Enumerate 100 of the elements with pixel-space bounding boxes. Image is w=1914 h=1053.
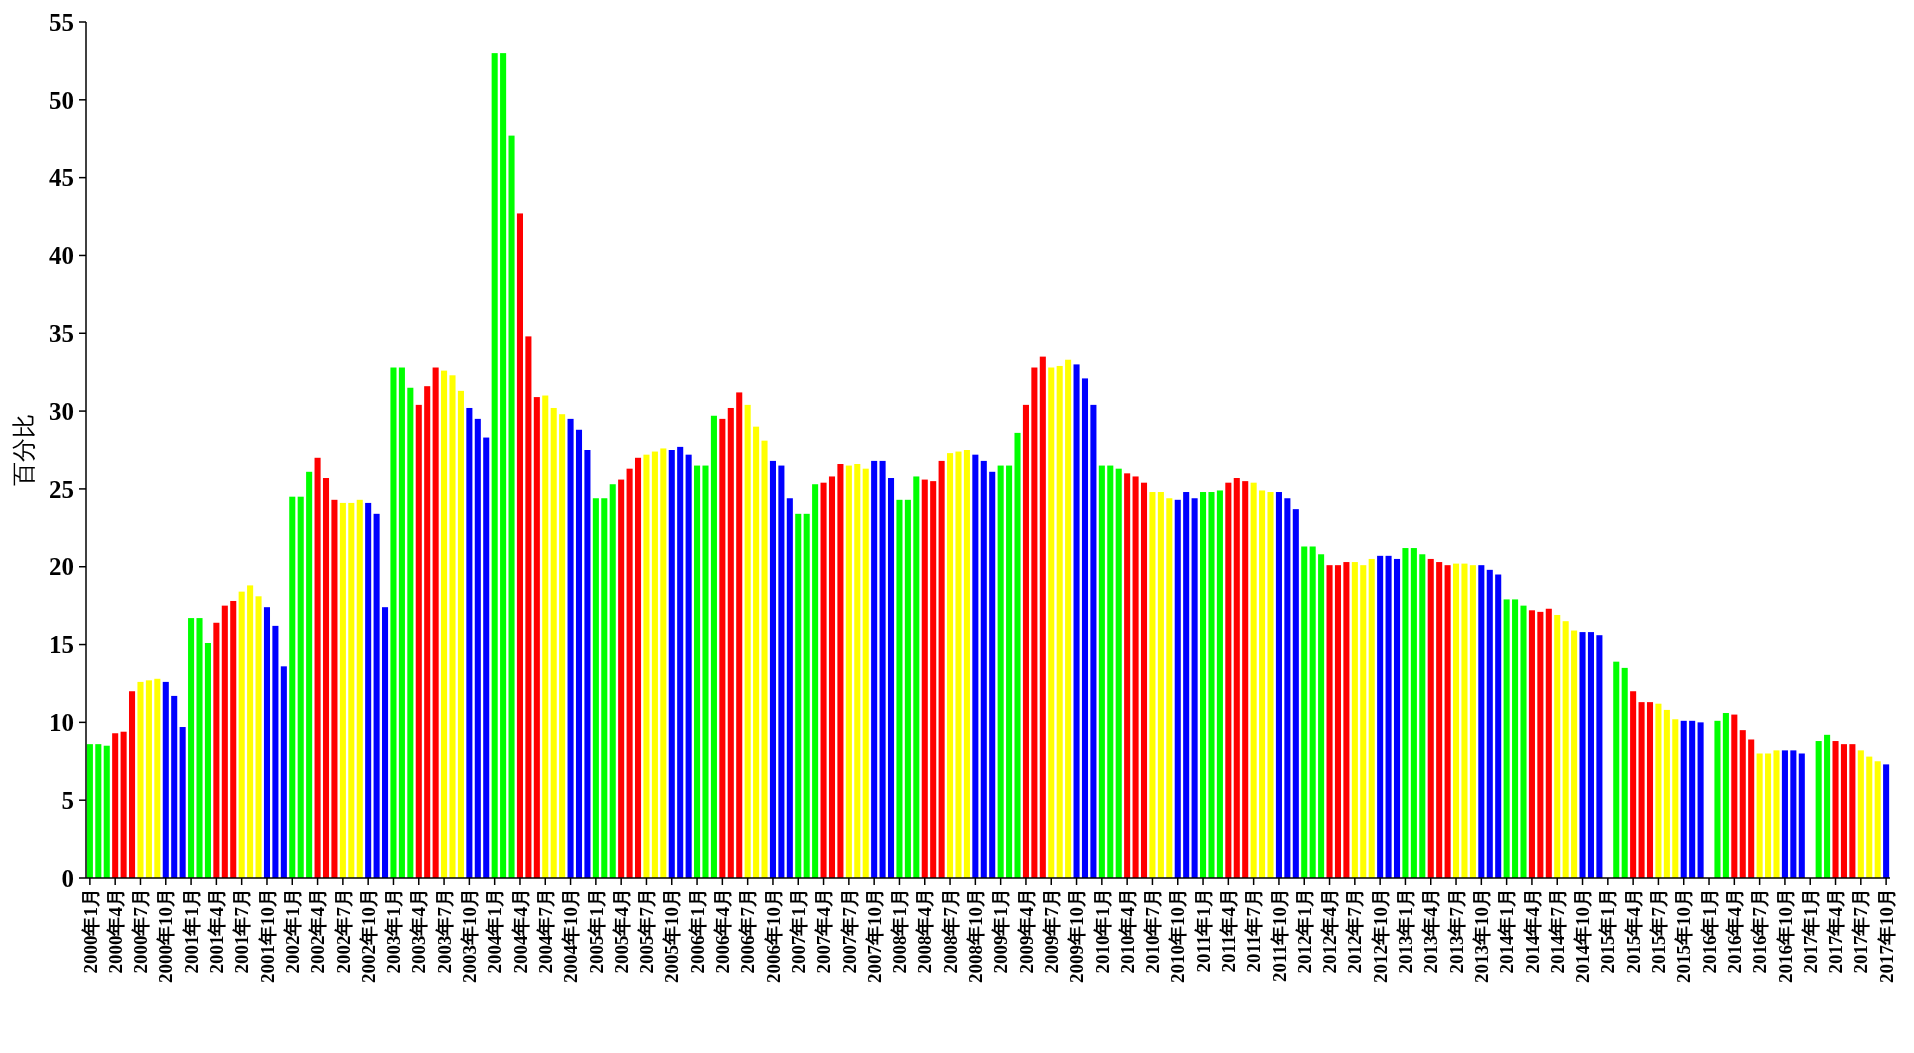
x-tick-label: 2001年1月	[180, 888, 202, 974]
bar	[1427, 558, 1434, 878]
bar	[491, 53, 498, 878]
bar	[1031, 367, 1038, 878]
bar	[702, 465, 709, 878]
x-tick-label: 2013年7月	[1445, 888, 1467, 974]
x-tick-label: 2015年4月	[1622, 888, 1644, 974]
bar	[651, 451, 658, 878]
bar	[1857, 750, 1864, 878]
bar	[1351, 562, 1358, 878]
x-tick-label: 2000年7月	[130, 888, 152, 974]
bar	[120, 731, 127, 878]
x-tick-label: 2012年4月	[1319, 888, 1341, 974]
x-tick-label: 2012年1月	[1293, 888, 1315, 974]
bar	[1267, 492, 1274, 878]
bar	[500, 53, 507, 878]
x-tick-label: 2011年7月	[1243, 888, 1265, 973]
bar	[660, 448, 667, 878]
bar	[221, 605, 228, 878]
bar	[575, 429, 583, 878]
bar	[1756, 753, 1763, 878]
x-tick-label: 2009年10月	[1066, 888, 1088, 983]
bar	[1840, 744, 1847, 878]
bar	[1739, 730, 1746, 878]
bar	[86, 744, 93, 878]
bar	[1132, 476, 1139, 878]
bar	[238, 591, 245, 878]
bar	[710, 415, 717, 878]
bar	[1174, 499, 1181, 878]
bar	[1225, 482, 1232, 878]
bar	[533, 397, 540, 878]
x-tick-label: 2014年4月	[1521, 888, 1543, 974]
x-tick-label: 2015年1月	[1597, 888, 1619, 974]
x-tick-label: 2013年10月	[1470, 888, 1492, 983]
bar	[306, 471, 313, 878]
x-tick-label: 2001年7月	[231, 888, 253, 974]
bar	[373, 513, 380, 878]
bar	[871, 460, 878, 878]
bar	[1275, 492, 1282, 878]
bar	[230, 600, 237, 878]
bar	[845, 465, 852, 878]
bar	[348, 502, 355, 878]
x-tick-label: 2000年10月	[155, 888, 177, 983]
x-tick-label: 2006年1月	[686, 888, 708, 974]
bar	[280, 666, 287, 878]
y-tick-label: 10	[49, 709, 74, 737]
x-tick-label: 2008年7月	[939, 888, 961, 974]
bar	[112, 733, 119, 878]
x-tick-label: 2008年10月	[965, 888, 986, 983]
bar	[559, 414, 566, 878]
x-tick-label: 2011年10月	[1268, 888, 1290, 982]
bar	[854, 464, 861, 878]
bar	[1883, 764, 1890, 878]
bar	[550, 407, 557, 878]
bar	[930, 481, 937, 878]
y-tick-label: 40	[49, 242, 74, 270]
bar	[542, 395, 549, 878]
x-tick-label: 2013年4月	[1420, 888, 1442, 974]
bar	[1436, 562, 1443, 878]
bar	[1798, 753, 1805, 878]
bar	[1503, 599, 1510, 878]
bar	[567, 418, 574, 878]
bar	[921, 479, 928, 878]
bar	[1090, 404, 1097, 878]
x-tick-label: 2002年10月	[357, 888, 379, 983]
bar	[1377, 555, 1384, 878]
y-tick-label: 35	[49, 320, 74, 348]
bar	[1360, 565, 1367, 878]
x-tick-label: 2016年7月	[1749, 888, 1771, 974]
bar	[466, 407, 473, 878]
x-tick-label: 2003年4月	[408, 888, 430, 974]
bar	[449, 375, 456, 878]
bar	[1461, 563, 1468, 878]
bar	[1469, 565, 1476, 878]
bar	[1065, 359, 1072, 878]
x-tick-label: 2009年1月	[990, 888, 1012, 974]
y-tick-label: 50	[49, 86, 74, 114]
x-tick-label: 2015年7月	[1648, 888, 1670, 974]
x-tick-label: 2000年1月	[79, 888, 101, 974]
bar	[1748, 739, 1755, 878]
bar	[339, 502, 346, 878]
bar	[694, 465, 701, 878]
bar	[1022, 404, 1029, 878]
bar	[862, 468, 869, 878]
bar	[129, 691, 136, 878]
bar	[1815, 741, 1822, 878]
bar	[516, 213, 523, 878]
bar	[390, 367, 397, 878]
bar	[1343, 562, 1350, 878]
bar	[668, 450, 675, 878]
bar	[1208, 492, 1215, 878]
bar	[1554, 614, 1561, 878]
bar	[1646, 702, 1654, 878]
x-tick-label: 2012年10月	[1369, 888, 1391, 983]
bar	[584, 450, 591, 878]
bar	[634, 457, 642, 878]
bar	[1216, 490, 1223, 878]
bar	[1579, 632, 1586, 878]
bar	[204, 642, 211, 878]
x-tick-label: 2007年7月	[838, 888, 860, 974]
